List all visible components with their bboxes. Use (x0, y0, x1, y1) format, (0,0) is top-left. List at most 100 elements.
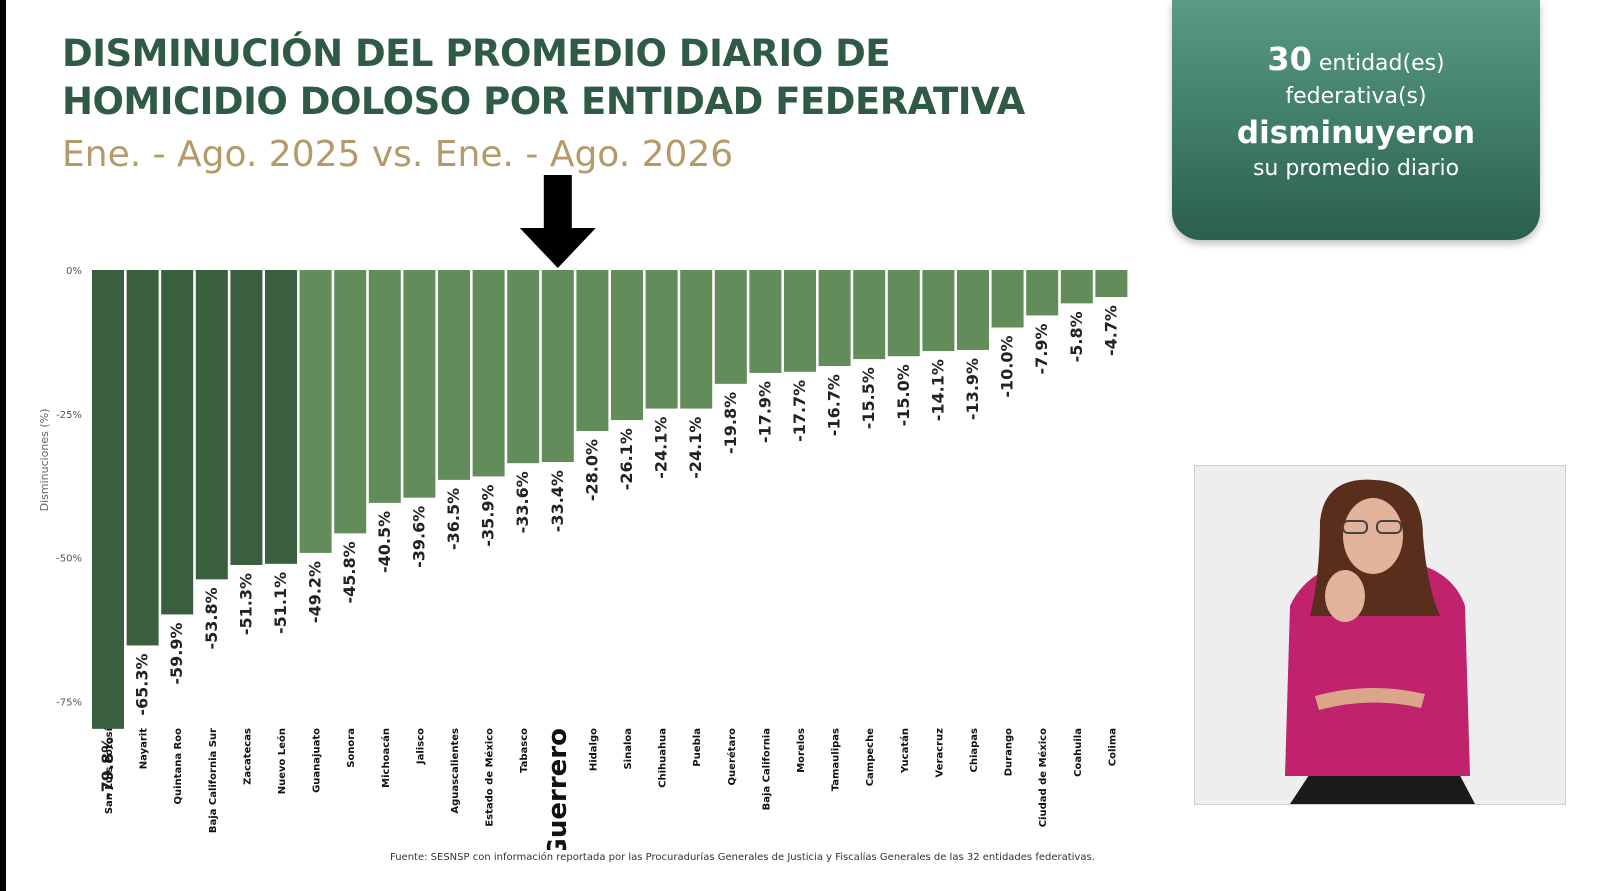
category-label: Ciudad de México (1037, 728, 1049, 827)
bar-chart: 0% -25% -50% -75% Disminuciones (%) -79.8%San… (38, 175, 1128, 850)
category-label: Puebla (692, 728, 703, 767)
category-label: Chiapas (969, 728, 980, 773)
bar-value-label: -14.1% (928, 359, 947, 421)
summary-line-2: federativa(s) (1285, 84, 1427, 109)
category-label: Hidalgo (588, 728, 599, 771)
summary-box: 30 entidad(es) federativa(s) disminuyero… (1172, 0, 1540, 240)
bar (195, 270, 228, 580)
category-label: Colima (1107, 728, 1118, 766)
category-label: Durango (1004, 728, 1015, 776)
bar (611, 270, 643, 421)
category-label: Estado de México (484, 728, 496, 827)
category-label: Sinaloa (623, 728, 634, 770)
category-label: Querétaro (726, 728, 738, 786)
bar-value-label: -13.9% (963, 358, 982, 420)
y-tick-label: -25% (56, 410, 82, 421)
bar (92, 270, 124, 729)
bar-value-label: -24.1% (686, 417, 705, 479)
bar-value-label: -49.2% (306, 561, 325, 623)
bar-value-label: -36.5% (444, 488, 463, 550)
category-label: Sonora (346, 728, 357, 768)
left-border (0, 0, 6, 891)
category-label: Veracruz (934, 728, 945, 778)
bar-value-label: -79.8% (98, 737, 117, 799)
down-arrow-icon (543, 175, 572, 230)
bar-value-label: -59.9% (167, 622, 186, 684)
bar (265, 270, 297, 564)
category-label: Guanajuato (312, 728, 323, 793)
interpreter-figure (1195, 466, 1565, 804)
bar (1026, 270, 1059, 316)
bar-value-label: -45.8% (340, 541, 359, 603)
summary-count-unit: entidad(es) (1311, 51, 1445, 76)
category-label: Tamaulipas (831, 728, 842, 791)
bar (403, 270, 436, 498)
category-label: San Luis Potosí (103, 727, 115, 814)
category-label: Aguascalientes (450, 728, 461, 814)
bar-value-label: -5.8% (1067, 311, 1086, 362)
bar-value-label: -15.0% (894, 364, 913, 426)
bar-value-label: -24.1% (652, 417, 671, 479)
category-label: Chihuahua (658, 728, 669, 788)
bar-value-label: -19.8% (721, 392, 740, 454)
bar (126, 270, 159, 646)
source-footnote: Fuente: SESNSP con información reportada… (390, 852, 1095, 863)
category-label: Zacatecas (242, 728, 253, 785)
category-label: Campeche (865, 728, 876, 786)
bar (887, 270, 920, 357)
bar (645, 270, 678, 409)
bar (230, 270, 263, 565)
y-tick-label: -50% (56, 554, 82, 565)
bar-value-label: -16.7% (825, 374, 844, 436)
bar (368, 270, 401, 503)
bar (1060, 270, 1093, 304)
sign-language-interpreter-video (1194, 465, 1566, 805)
bar-value-label: -51.3% (236, 573, 255, 635)
bar (438, 270, 470, 480)
category-label: Coahuila (1073, 728, 1084, 777)
category-label: Yucatán (899, 728, 911, 774)
bar (957, 270, 989, 350)
glasses-right (1376, 520, 1402, 534)
category-label: Jalisco (415, 728, 426, 765)
category-label: Baja California (761, 728, 772, 810)
category-label: Quintana Roo (173, 728, 184, 805)
bar-value-label: -17.9% (755, 381, 774, 443)
title-line-2: HOMICIDIO DOLOSO POR ENTIDAD FEDERATIVA (62, 80, 1025, 123)
page-title: DISMINUCIÓN DEL PROMEDIO DIARIO DE HOMIC… (62, 30, 1142, 126)
bar-value-label: -17.7% (790, 380, 809, 442)
bar-value-label: -10.0% (998, 336, 1017, 398)
down-arrow-head-icon (519, 228, 596, 268)
bar (749, 270, 782, 373)
category-label: Morelos (796, 728, 807, 773)
bar (299, 270, 332, 553)
bar-value-label: -35.9% (479, 484, 498, 546)
bar-value-label: -51.1% (271, 572, 290, 634)
bar (541, 270, 574, 463)
y-tick-label: 0% (66, 266, 82, 277)
bar-value-label: -26.1% (617, 428, 636, 490)
bar (818, 270, 851, 367)
bar (161, 270, 194, 615)
bar-value-label: -33.6% (513, 471, 532, 533)
lower-hands-shape (1315, 687, 1425, 710)
bar (922, 270, 955, 352)
bar (1095, 270, 1128, 298)
page-subtitle: Ene. - Ago. 2025 vs. Ene. - Ago. 2026 (62, 134, 734, 175)
summary-line-4: su promedio diario (1252, 156, 1460, 181)
bar (853, 270, 886, 360)
y-tick-label: -75% (56, 697, 82, 708)
bar (507, 270, 540, 464)
face-shape (1343, 498, 1403, 574)
bar-value-label: -39.6% (409, 506, 428, 568)
summary-line-1: 30 entidad(es) (1172, 42, 1540, 81)
bar (680, 270, 713, 409)
bar-value-label: -28.0% (582, 439, 601, 501)
title-line-1: DISMINUCIÓN DEL PROMEDIO DIARIO DE (62, 32, 891, 75)
bar (334, 270, 367, 534)
bar (714, 270, 747, 384)
category-label: Tabasco (519, 728, 530, 773)
bar-value-label: -4.7% (1101, 305, 1120, 356)
highlighted-category-label: Guerrero (543, 728, 573, 850)
summary-count: 30 (1267, 40, 1312, 78)
